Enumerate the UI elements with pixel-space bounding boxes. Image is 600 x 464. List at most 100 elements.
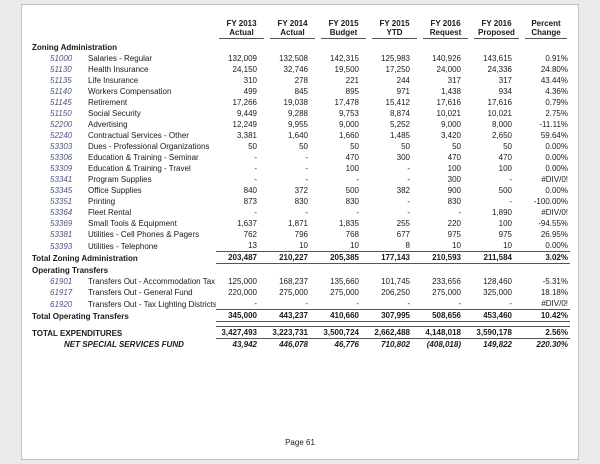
account-cell: 53306 Education & Training - Seminar — [30, 152, 216, 163]
account-cell: 51000 Salaries - Regular — [30, 53, 216, 64]
table-row: 53306 Education & Training - Seminar - - 470… — [30, 152, 570, 163]
amount-value: 17,250 — [385, 65, 410, 74]
account-cell: 52240 Contractual Services - Other — [30, 130, 216, 141]
percent-change-value: 2.75% — [545, 109, 568, 118]
amount-value: 206,250 — [381, 288, 410, 297]
amount-value: 24,150 — [232, 65, 257, 74]
table-row: 53393 Utilities - Telephone 13 10 10 8 10 10 0.0… — [30, 240, 570, 252]
amount-value: 345,000 — [216, 309, 267, 322]
table-row: 53381 Utilities - Cell Phones & Pagers 762… — [30, 229, 570, 240]
header-row: FY 2013 Actual FY 2014 Actual FY 2015 Budget F… — [30, 19, 570, 41]
account-name: Fleet Rental — [88, 208, 132, 217]
amount-value: 677 — [396, 230, 410, 239]
amount-value: 203,487 — [216, 251, 267, 264]
amount-value: 50 — [248, 142, 257, 151]
amount-value: 307,995 — [369, 309, 420, 322]
amount-value: 24,000 — [436, 65, 461, 74]
grand_total-row: TOTAL EXPENDITURES 3,427,493 3,223,731 3,50… — [30, 326, 570, 339]
amount-value: - — [305, 299, 308, 308]
amount-value: 895 — [345, 87, 359, 96]
amount-value: 244 — [396, 76, 410, 85]
amount-value: 845 — [294, 87, 308, 96]
account-code: 61901 — [50, 277, 73, 286]
amount-value: 10 — [452, 241, 461, 250]
total-row: Total Zoning Administration 203,487 210,22… — [30, 251, 570, 264]
amount-value: 443,237 — [267, 309, 318, 322]
amount-value: 50 — [401, 142, 410, 151]
amount-value: 46,776 — [334, 340, 359, 349]
document-page: FY 2013 Actual FY 2014 Actual FY 2015 Budget F… — [21, 4, 579, 460]
account-cell: 53369 Small Tools & Equipment — [30, 218, 216, 229]
amount-value: 830 — [447, 197, 461, 206]
amount-value: 210,593 — [420, 251, 471, 264]
amount-value: 873 — [243, 197, 257, 206]
total-label: TOTAL EXPENDITURES — [32, 328, 123, 338]
account-cell: 51135 Life Insurance — [30, 75, 216, 86]
amount-value: 17,266 — [232, 98, 257, 107]
percent-change-value: -94.55% — [538, 219, 568, 228]
amount-value: 275,000 — [432, 288, 461, 297]
amount-value: - — [407, 164, 410, 173]
amount-value: 3,420 — [440, 131, 461, 140]
amount-value: 143,615 — [483, 54, 512, 63]
amount-value: 500 — [498, 186, 512, 195]
account-code: 53369 — [50, 219, 73, 228]
amount-value: 4,148,018 — [420, 326, 471, 339]
amount-value: 830 — [345, 197, 359, 206]
amount-value: 8,874 — [389, 109, 410, 118]
amount-value: 10 — [350, 241, 359, 250]
amount-value: 43,942 — [232, 340, 257, 349]
account-code: 52240 — [50, 131, 73, 140]
table-row: 61920 Transfers Out - Tax Lighting Distri… — [30, 298, 570, 310]
percent-change-value: 0.00% — [545, 241, 568, 250]
percent-change-value: -11.11% — [539, 120, 568, 129]
amount-value: 710,802 — [381, 340, 410, 349]
section-row: Operating Transfers — [30, 264, 570, 277]
amount-value: - — [254, 208, 257, 217]
net-row: NET SPECIAL SERVICES FUND 43,942 446,078 46… — [30, 339, 570, 351]
account-code: 51145 — [50, 98, 72, 107]
amount-value: 768 — [345, 230, 359, 239]
percent-change-value: #DIV/0! — [541, 208, 568, 217]
account-name: Retirement — [88, 98, 128, 107]
amount-value: - — [509, 299, 512, 308]
amount-value: 500 — [345, 186, 359, 195]
amount-value: 221 — [345, 76, 359, 85]
table-row: 53364 Fleet Rental - - - - - 1,890 #DIV/0! — [30, 207, 570, 218]
amount-value: 100 — [498, 219, 512, 228]
percent-change-value: 220.30% — [536, 340, 568, 349]
amount-value: 453,460 — [471, 309, 522, 322]
amount-value: 9,000 — [440, 120, 461, 129]
percent-change-value: 43.44% — [540, 76, 568, 85]
amount-value: 317 — [498, 76, 512, 85]
amount-value: - — [458, 208, 461, 217]
amount-value: 830 — [294, 197, 308, 206]
amount-value: 220 — [447, 219, 461, 228]
account-name: Office Supplies — [88, 186, 142, 195]
column-header: FY 2015 YTD — [369, 19, 420, 41]
budget-table: FY 2013 Actual FY 2014 Actual FY 2015 Budget F… — [30, 19, 570, 350]
amount-value: 132,009 — [228, 54, 257, 63]
percent-change-value: 26.95% — [540, 230, 568, 239]
amount-value: 1,485 — [389, 131, 410, 140]
account-name: Salaries - Regular — [88, 54, 153, 63]
account-cell: 53341 Program Supplies — [30, 174, 216, 185]
account-code: 51150 — [50, 109, 72, 118]
account-cell: 53309 Education & Training - Travel — [30, 163, 216, 174]
account-code: 51000 — [50, 54, 73, 63]
table-row: 51000 Salaries - Regular 132,009 132,508 142… — [30, 53, 570, 64]
percent-change-value: 0.79% — [545, 98, 568, 107]
table-row: 52200 Advertising 12,249 9,955 9,000 5,252 9,0… — [30, 119, 570, 130]
amount-value: 300 — [396, 153, 410, 162]
account-cell: 53393 Utilities - Telephone — [30, 240, 216, 252]
amount-value: 382 — [396, 186, 410, 195]
amount-value: - — [254, 175, 257, 184]
amount-value: 19,038 — [283, 98, 308, 107]
amount-value: 168,237 — [279, 277, 308, 286]
account-name: Education & Training - Seminar — [88, 153, 199, 162]
amount-value: 499 — [243, 87, 257, 96]
account-cell: 51140 Workers Compensation — [30, 86, 216, 97]
amount-value: - — [509, 197, 512, 206]
account-name: Utilities - Telephone — [88, 241, 158, 251]
amount-value: 2,662,488 — [369, 326, 420, 339]
